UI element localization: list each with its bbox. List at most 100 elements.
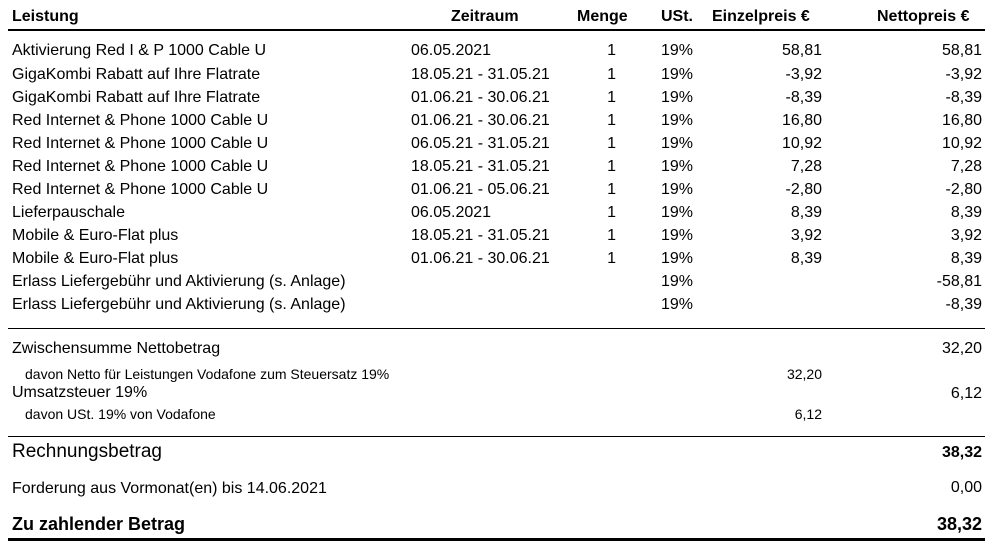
row-einzelpreis: -3,92 <box>785 66 822 83</box>
row-nettopreis: -58,81 <box>936 273 982 290</box>
row-ust: 19% <box>661 296 694 313</box>
row-leistung: Red Internet & Phone 1000 Cable U <box>12 158 269 175</box>
row-leistung: Erlass Liefergebühr und Aktivierung (s. … <box>12 296 346 313</box>
zwischensumme-label: Zwischensumme Nettobetrag <box>12 340 221 357</box>
row-menge: 1 <box>607 42 616 59</box>
row-einzelpreis: 8,39 <box>790 250 822 267</box>
row-nettopreis: 58,81 <box>941 42 982 59</box>
rechnungsbetrag-value: 38,32 <box>941 444 982 461</box>
header-divider <box>8 29 985 31</box>
row-leistung: Aktivierung Red I & P 1000 Cable U <box>12 42 267 59</box>
row-nettopreis: -8,39 <box>945 296 982 313</box>
table-row: Aktivierung Red I & P 1000 Cable U 06.05… <box>0 42 999 65</box>
table-row: Lieferpauschale 06.05.2021 1 19% 8,39 8,… <box>0 204 999 227</box>
row-einzelpreis: 3,92 <box>790 227 822 244</box>
row-zeitraum: 06.05.2021 <box>411 42 492 59</box>
row-leistung: GigaKombi Rabatt auf Ihre Flatrate <box>12 66 261 83</box>
table-row: GigaKombi Rabatt auf Ihre Flatrate 01.06… <box>0 89 999 112</box>
row-nettopreis: -3,92 <box>945 66 982 83</box>
umsatzsteuer-value: 6,12 <box>950 385 982 402</box>
row-ust: 19% <box>661 273 694 290</box>
zu-zahlen-value: 38,32 <box>936 514 982 534</box>
row-zeitraum: 18.05.21 - 31.05.21 <box>411 158 550 175</box>
table-row: GigaKombi Rabatt auf Ihre Flatrate 18.05… <box>0 66 999 89</box>
row-einzelpreis: -2,80 <box>785 181 822 198</box>
row-zeitraum: 06.05.21 - 31.05.21 <box>411 135 550 152</box>
davon-netto-value: 32,20 <box>786 366 822 382</box>
row-menge: 1 <box>607 112 616 129</box>
row-ust: 19% <box>661 181 694 198</box>
zwischensumme-value: 32,20 <box>941 340 982 357</box>
row-einzelpreis: 7,28 <box>790 158 822 175</box>
header-menge: Menge <box>577 8 628 25</box>
row-zeitraum: 06.05.2021 <box>411 204 492 221</box>
row-menge: 1 <box>607 250 616 267</box>
davon-netto-label: davon Netto für Leistungen Vodafone zum … <box>25 366 390 382</box>
row-nettopreis: 8,39 <box>950 204 982 221</box>
row-ust: 19% <box>661 135 694 152</box>
items-divider <box>8 328 985 329</box>
row-ust: 19% <box>661 158 694 175</box>
row-menge: 1 <box>607 158 616 175</box>
row-einzelpreis: 16,80 <box>781 112 822 129</box>
header-leistung: Leistung <box>12 8 79 25</box>
row-menge: 1 <box>607 181 616 198</box>
davon-ust-label: davon USt. 19% von Vodafone <box>25 406 216 422</box>
forderung-value: 0,00 <box>950 479 982 496</box>
umsatzsteuer-label: Umsatzsteuer 19% <box>12 384 148 401</box>
total-underline <box>8 538 985 541</box>
row-ust: 19% <box>661 112 694 129</box>
row-menge: 1 <box>607 227 616 244</box>
table-row: Red Internet & Phone 1000 Cable U 18.05.… <box>0 158 999 181</box>
row-leistung: Mobile & Euro-Flat plus <box>12 227 179 244</box>
row-einzelpreis: 10,92 <box>781 135 822 152</box>
row-nettopreis: -8,39 <box>945 89 982 106</box>
zu-zahlen-label: Zu zahlender Betrag <box>12 514 186 534</box>
row-nettopreis: -2,80 <box>945 181 982 198</box>
row-ust: 19% <box>661 42 694 59</box>
row-leistung: Lieferpauschale <box>12 204 125 221</box>
row-leistung: Mobile & Euro-Flat plus <box>12 250 179 267</box>
row-menge: 1 <box>607 204 616 221</box>
row-einzelpreis: -8,39 <box>785 89 822 106</box>
row-leistung: Red Internet & Phone 1000 Cable U <box>12 112 269 129</box>
table-row: Red Internet & Phone 1000 Cable U 01.06.… <box>0 181 999 204</box>
row-einzelpreis: 58,81 <box>781 42 822 59</box>
row-menge: 1 <box>607 135 616 152</box>
row-zeitraum: 18.05.21 - 31.05.21 <box>411 66 550 83</box>
row-leistung: Erlass Liefergebühr und Aktivierung (s. … <box>12 273 346 290</box>
row-nettopreis: 16,80 <box>941 112 982 129</box>
row-menge: 1 <box>607 66 616 83</box>
row-zeitraum: 18.05.21 - 31.05.21 <box>411 227 550 244</box>
table-row: Red Internet & Phone 1000 Cable U 01.06.… <box>0 112 999 135</box>
row-zeitraum: 01.06.21 - 30.06.21 <box>411 112 550 129</box>
header-zeitraum: Zeitraum <box>451 8 519 25</box>
row-ust: 19% <box>661 227 694 244</box>
table-row: Red Internet & Phone 1000 Cable U 06.05.… <box>0 135 999 158</box>
rechnungsbetrag-label: Rechnungsbetrag <box>12 441 162 462</box>
row-zeitraum: 01.06.21 - 05.06.21 <box>411 181 550 198</box>
row-ust: 19% <box>661 66 694 83</box>
row-nettopreis: 10,92 <box>941 135 982 152</box>
row-zeitraum: 01.06.21 - 30.06.21 <box>411 250 550 267</box>
table-row: Erlass Liefergebühr und Aktivierung (s. … <box>0 273 999 296</box>
davon-ust-value: 6,12 <box>794 406 822 422</box>
row-nettopreis: 7,28 <box>950 158 982 175</box>
table-row: Erlass Liefergebühr und Aktivierung (s. … <box>0 296 999 319</box>
header-ust: USt. <box>661 8 693 25</box>
row-leistung: GigaKombi Rabatt auf Ihre Flatrate <box>12 89 261 106</box>
row-einzelpreis: 8,39 <box>790 204 822 221</box>
row-ust: 19% <box>661 250 694 267</box>
row-menge: 1 <box>607 89 616 106</box>
summary-divider <box>8 436 985 437</box>
forderung-label: Forderung aus Vormonat(en) bis 14.06.202… <box>12 480 327 497</box>
row-ust: 19% <box>661 204 694 221</box>
table-row: Mobile & Euro-Flat plus 01.06.21 - 30.06… <box>0 250 999 273</box>
row-leistung: Red Internet & Phone 1000 Cable U <box>12 181 269 198</box>
table-row: Mobile & Euro-Flat plus 18.05.21 - 31.05… <box>0 227 999 250</box>
row-nettopreis: 3,92 <box>950 227 982 244</box>
row-zeitraum: 01.06.21 - 30.06.21 <box>411 89 550 106</box>
header-einzelpreis: Einzelpreis € <box>712 8 810 25</box>
row-nettopreis: 8,39 <box>950 250 982 267</box>
row-leistung: Red Internet & Phone 1000 Cable U <box>12 135 269 152</box>
